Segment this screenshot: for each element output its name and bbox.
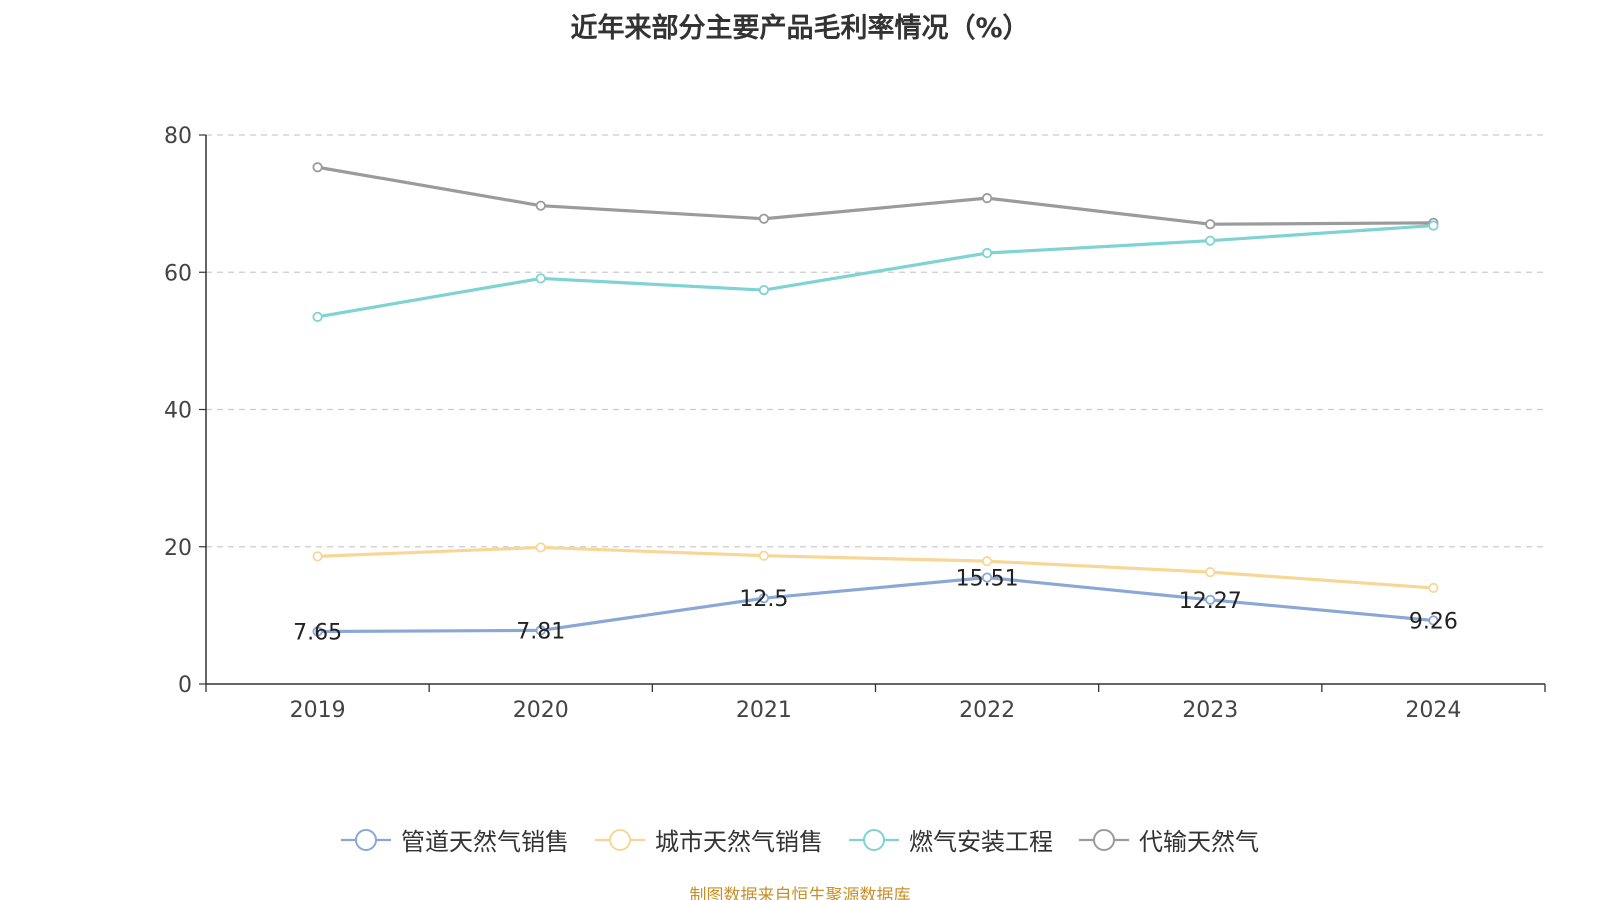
data-point [1205,219,1216,230]
data-point [758,284,770,296]
data-label: 7.81 [516,619,565,644]
legend-item[interactable]: 燃气安装工程 [849,822,1053,857]
x-tick-label: 2022 [959,698,1015,723]
y-tick-label: 80 [164,124,192,149]
data-labels: 7.65 7.81 12.5 15.51 12.27 9.26 [293,567,1458,646]
series-3 [312,162,1439,230]
chart-title: 近年来部分主要产品毛利率情况（%） [570,13,1030,44]
axes: 0 20 40 60 80 2019 2020 2021 2022 2023 2024 [164,124,1546,723]
data-point [1428,582,1439,594]
legend-label: 燃气安装工程 [909,828,1053,856]
data-point [1205,567,1216,578]
data-point [981,247,993,259]
data-point [535,273,546,284]
x-tick-label: 2024 [1405,698,1461,723]
legend-line-icon [1079,828,1129,851]
legend-label: 城市天然气销售 [655,828,823,856]
series-0 [312,572,1439,637]
legend-line-icon [849,828,899,851]
series-line [317,165,1434,226]
data-point [312,626,323,637]
y-tick-label: 40 [164,399,192,424]
data-label: 7.65 [293,621,342,646]
legend-item[interactable]: 管道天然气销售 [341,822,569,857]
y-tick-label: 20 [164,536,192,561]
x-tick-label: 2019 [290,698,346,723]
data-point [981,572,993,583]
data-point [312,551,323,562]
data-label: 9.26 [1409,609,1458,634]
grid-lines [206,134,1545,548]
x-tick-label: 2020 [513,698,569,723]
legend: 管道天然气销售 城市天然气销售 燃气安装工程 代输天然气 [0,822,1600,857]
series-lines [312,162,1439,637]
data-label: 12.27 [1179,589,1242,614]
series-line [317,545,1434,590]
source-note: 制图数据来自恒生聚源数据库 [689,886,911,900]
legend-line-icon [595,828,645,851]
data-point [1205,235,1216,246]
data-point [758,213,770,224]
y-tick-label: 0 [178,673,192,698]
legend-line-icon [341,828,391,851]
data-label: 12.5 [739,587,788,612]
data-point [535,625,546,636]
data-point [1428,615,1439,626]
data-point [1428,220,1439,231]
data-point [312,162,323,173]
data-point [1205,594,1216,605]
data-point [981,193,993,204]
data-point [758,593,770,604]
x-tick-label: 2023 [1182,698,1238,723]
series-1 [312,542,1439,594]
legend-label: 管道天然气销售 [401,828,569,856]
legend-item[interactable]: 城市天然气销售 [595,822,823,857]
x-tick-label: 2021 [736,698,792,723]
data-label: 15.51 [956,567,1019,592]
legend-item[interactable]: 代输天然气 [1079,822,1259,857]
legend-label: 代输天然气 [1139,828,1259,856]
series-line [317,223,1434,319]
data-point [981,556,993,567]
data-point [312,311,323,322]
series-2 [312,220,1439,322]
series-line [317,575,1434,634]
data-point [758,550,770,561]
data-point [535,542,546,553]
y-tick-label: 60 [164,261,192,286]
data-point [535,200,546,211]
